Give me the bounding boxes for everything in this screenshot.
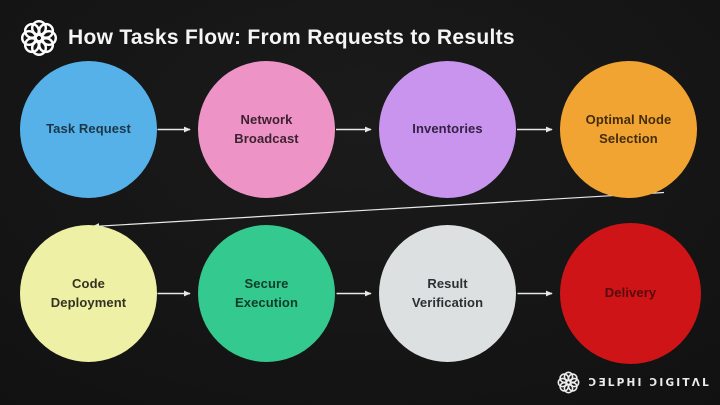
node-task-request: Task Request bbox=[20, 61, 157, 198]
node-label: Result Verification bbox=[411, 276, 484, 310]
node-label: Code Deployment bbox=[50, 276, 127, 310]
node-label: Delivery bbox=[604, 285, 657, 301]
node-code-deployment: Code Deployment bbox=[20, 225, 157, 362]
node-label: Optimal Node Selection bbox=[585, 112, 672, 146]
node-inventories: Inventories bbox=[379, 61, 516, 198]
node-network-broadcast: Network Broadcast bbox=[198, 61, 335, 198]
connector-arrow-row-wrap bbox=[92, 191, 665, 230]
node-secure-execution: Secure Execution bbox=[198, 225, 335, 362]
node-optimal-node-selection: Optimal Node Selection bbox=[560, 61, 697, 198]
brand-wordmark: ƆƎLPHI ƆIGITΛL bbox=[588, 376, 711, 389]
page-title: How Tasks Flow: From Requests to Results bbox=[68, 26, 515, 49]
node-label: Task Request bbox=[46, 121, 131, 137]
node-label: Inventories bbox=[412, 121, 483, 137]
node-label: Secure Execution bbox=[234, 276, 299, 310]
node-result-verification: Result Verification bbox=[379, 225, 516, 362]
knot-ring-icon bbox=[557, 371, 580, 394]
header: How Tasks Flow: From Requests to Results bbox=[20, 19, 515, 57]
node-label: Network Broadcast bbox=[234, 112, 299, 146]
node-delivery: Delivery bbox=[560, 223, 701, 364]
knot-ring-icon bbox=[20, 19, 58, 57]
footer-brand: ƆƎLPHI ƆIGITΛL bbox=[557, 371, 711, 394]
